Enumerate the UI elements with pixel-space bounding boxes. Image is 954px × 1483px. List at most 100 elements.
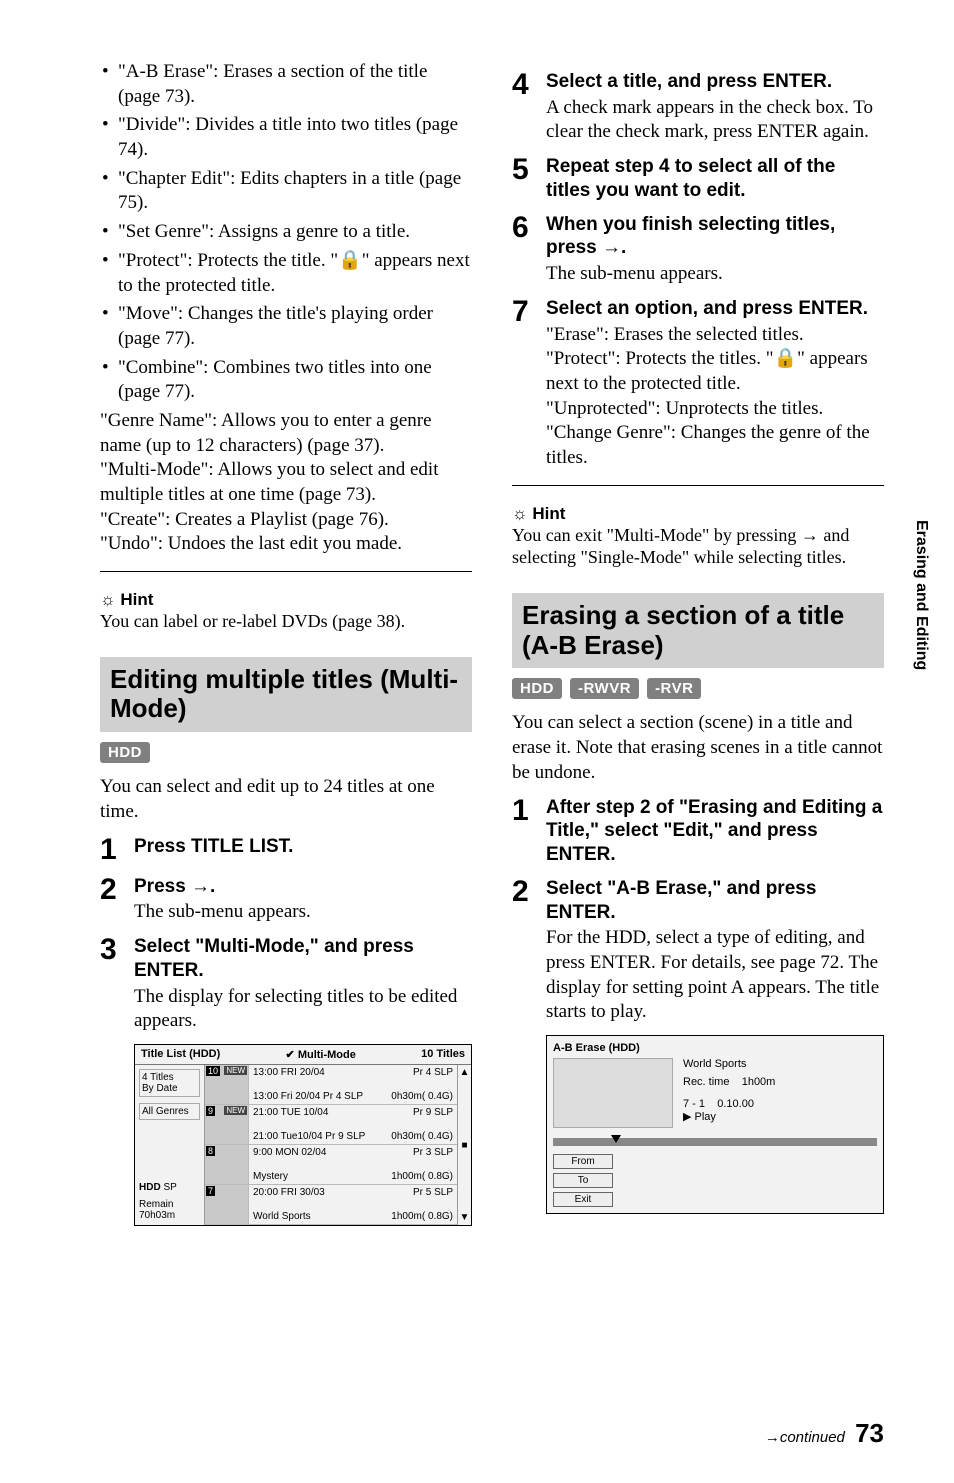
step-number: 2 (512, 877, 534, 907)
hint-body: You can label or re-label DVDs (page 38)… (100, 610, 472, 633)
section-intro: You can select a section (scene) in a ti… (512, 711, 884, 785)
badge-hdd: HDD (100, 742, 150, 763)
mock-titlebar-mid: ✔ Multi-Mode (286, 1048, 356, 1061)
para: "Undo": Undoes the last edit you made. (100, 532, 472, 557)
step-text: The sub-menu appears. (134, 900, 472, 925)
step-title: Press →. (134, 875, 472, 899)
step-title: Select "A-B Erase," and press ENTER. (546, 877, 884, 925)
section-heading: Erasing a section of a title (A-B Erase) (512, 593, 884, 669)
ab-counter-label: 7 - 1 (683, 1098, 705, 1110)
ab-to-button: To (553, 1173, 613, 1188)
ab-titlebar: A-B Erase (HDD) (553, 1042, 877, 1054)
page-number: 73 (855, 1418, 884, 1448)
title-list-mock: Title List (HDD) ✔ Multi-Mode 10 Titles … (134, 1044, 472, 1226)
mock-side: By Date (142, 1083, 197, 1094)
bullet: "A-B Erase": Erases a section of the tit… (118, 60, 472, 109)
step-text: "Erase": Erases the selected titles. "Pr… (546, 323, 884, 471)
step-title: Repeat step 4 to select all of the title… (546, 155, 884, 203)
step-text: The sub-menu appears. (546, 262, 884, 287)
ab-counter: 0.10.00 (717, 1098, 754, 1110)
badge-hdd: HDD (512, 678, 562, 699)
step: 6 When you finish selecting titles, pres… (512, 213, 884, 287)
step-text: A check mark appears in the check box. T… (546, 96, 884, 145)
para: "Genre Name": Allows you to enter a genr… (100, 409, 472, 458)
right-column: 4 Select a title, and press ENTER. A che… (512, 60, 884, 1226)
step-title: After step 2 of "Erasing and Editing a T… (546, 796, 884, 867)
step-number: 2 (100, 875, 122, 905)
step-number: 6 (512, 213, 534, 243)
step-number: 1 (512, 796, 534, 826)
step-number: 1 (100, 835, 122, 865)
step-title: Select an option, and press ENTER. (546, 297, 884, 321)
ab-from-button: From (553, 1154, 613, 1169)
mock-row: 10NEW13:00 FRI 20/04Pr 4 SLP13:00 Fri 20… (205, 1065, 457, 1105)
continued-label: continued (780, 1429, 845, 1446)
step: 2 Press →. The sub-menu appears. (100, 875, 472, 925)
arrow-icon: → (765, 1429, 780, 1446)
mock-row: 9NEW21:00 TUE 10/04Pr 9 SLP21:00 Tue10/0… (205, 1105, 457, 1145)
ab-timeline (553, 1138, 877, 1146)
step: 2 Select "A-B Erase," and press ENTER. F… (512, 877, 884, 1214)
ab-rectime: 1h00m (742, 1076, 776, 1088)
mock-thumb: 10NEW (205, 1065, 249, 1104)
footer: →continued 73 (765, 1418, 884, 1449)
step: 7 Select an option, and press ENTER. "Er… (512, 297, 884, 471)
scroll-up-icon: ▲ (460, 1067, 470, 1078)
bullet: "Move": Changes the title's playing orde… (118, 302, 472, 351)
mock-row: 89:00 MON 02/04Pr 3 SLPMystery1h00m( 0.8… (205, 1145, 457, 1185)
section-heading: Editing multiple titles (Multi-Mode) (100, 657, 472, 733)
ab-name: World Sports (683, 1058, 877, 1070)
bullet: "Set Genre": Assigns a genre to a title. (118, 220, 472, 245)
ab-exit-button: Exit (553, 1192, 613, 1207)
bullet: "Divide": Divides a title into two title… (118, 113, 472, 162)
mock-side: SP (163, 1182, 176, 1193)
mock-side: 70h03m (139, 1210, 175, 1221)
bullet: "Protect": Protects the title. "🔒" appea… (118, 249, 472, 298)
ab-thumb (553, 1058, 673, 1128)
step-title: Press TITLE LIST. (134, 835, 472, 859)
mock-thumb: 7 (205, 1185, 249, 1224)
badge-rvr: -RVR (647, 678, 701, 699)
step: 1 Press TITLE LIST. (100, 835, 472, 865)
mock-side: HDD (139, 1182, 161, 1193)
scroll-handle-icon: ■ (461, 1140, 467, 1151)
mock-titlebar-left: Title List (HDD) (141, 1048, 220, 1061)
para: "Multi-Mode": Allows you to select and e… (100, 458, 472, 507)
step-number: 7 (512, 297, 534, 327)
left-column: "A-B Erase": Erases a section of the tit… (100, 60, 472, 1226)
step: 4 Select a title, and press ENTER. A che… (512, 70, 884, 145)
mock-side: 4 Titles (142, 1072, 197, 1083)
step-text: The display for selecting titles to be e… (134, 985, 472, 1034)
badge-rwvr: -RWVR (570, 678, 639, 699)
badge-row: HDD -RWVR -RVR (512, 678, 884, 699)
hint-heading: Hint (512, 504, 884, 524)
step-title: Select "Multi-Mode," and press ENTER. (134, 935, 472, 983)
step-number: 5 (512, 155, 534, 185)
side-tab: Erasing and Editing (912, 520, 930, 670)
step-title: When you finish selecting titles, press … (546, 213, 884, 261)
para: "Create": Creates a Playlist (page 76). (100, 508, 472, 533)
mock-thumb: 8 (205, 1145, 249, 1184)
badge-row: HDD (100, 742, 472, 763)
mock-row: 720:00 FRI 30/03Pr 5 SLPWorld Sports1h00… (205, 1185, 457, 1225)
mock-thumb: 9NEW (205, 1105, 249, 1144)
divider (100, 571, 472, 572)
feature-bullets: "A-B Erase": Erases a section of the tit… (100, 60, 472, 405)
hint-heading: Hint (100, 590, 472, 610)
mock-titlebar-right: 10 Titles (421, 1048, 465, 1061)
bullet: "Combine": Combines two titles into one … (118, 356, 472, 405)
step-title: Select a title, and press ENTER. (546, 70, 884, 94)
step-text: For the HDD, select a type of editing, a… (546, 926, 884, 1025)
section-intro: You can select and edit up to 24 titles … (100, 775, 472, 824)
mock-side: All Genres (139, 1103, 200, 1120)
divider (512, 485, 884, 486)
ab-erase-mock: A-B Erase (HDD) World Sports Rec. time 1… (546, 1035, 884, 1214)
bullet: "Chapter Edit": Edits chapters in a titl… (118, 167, 472, 216)
ab-rectime-label: Rec. time (683, 1076, 729, 1088)
step: 3 Select "Multi-Mode," and press ENTER. … (100, 935, 472, 1226)
ab-play: ▶ Play (683, 1110, 877, 1123)
hint-body: You can exit "Multi-Mode" by pressing → … (512, 524, 884, 569)
step-number: 4 (512, 70, 534, 100)
mock-side: Remain (139, 1199, 173, 1210)
step: 5 Repeat step 4 to select all of the tit… (512, 155, 884, 203)
